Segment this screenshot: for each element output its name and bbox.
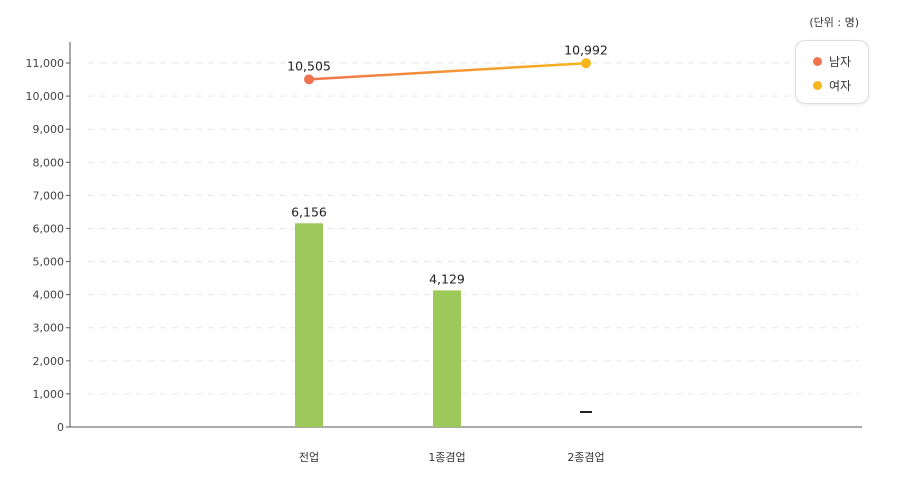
y-tick-label: 5,000 bbox=[33, 256, 65, 269]
bar bbox=[295, 223, 323, 427]
y-tick-label: 0 bbox=[57, 421, 64, 434]
line-point bbox=[304, 74, 314, 85]
y-tick-label: 8,000 bbox=[33, 156, 65, 169]
y-tick-label: 7,000 bbox=[33, 189, 65, 202]
bar-data-label: 6,156 bbox=[291, 204, 327, 219]
y-tick-label: 10,000 bbox=[26, 90, 65, 103]
legend-item-male: 남자 bbox=[813, 53, 851, 70]
point-data-label: 10,505 bbox=[287, 58, 331, 73]
y-tick-label: 3,000 bbox=[33, 322, 65, 335]
series-line bbox=[308, 62, 587, 81]
x-category-label: 2종겸업 bbox=[567, 451, 604, 464]
unit-label: (단위 : 명) bbox=[809, 16, 859, 29]
legend-item-female: 여자 bbox=[813, 77, 851, 94]
y-tick-label: 1,000 bbox=[33, 388, 65, 401]
line-point bbox=[581, 58, 591, 69]
legend-swatch-male bbox=[813, 57, 822, 66]
point-data-label: 10,992 bbox=[564, 42, 608, 57]
legend: 남자 여자 bbox=[795, 40, 869, 104]
y-tick-label: 4,000 bbox=[33, 289, 65, 302]
y-tick-label: 6,000 bbox=[33, 222, 65, 235]
x-category-label: 1종겸업 bbox=[428, 451, 465, 464]
legend-label-male: 남자 bbox=[829, 55, 852, 69]
legend-swatch-female bbox=[813, 81, 822, 90]
x-category-label: 전업 bbox=[299, 451, 319, 464]
y-tick-label: 2,000 bbox=[33, 355, 65, 368]
bar-data-label: 4,129 bbox=[429, 271, 465, 286]
y-tick-label: 9,000 bbox=[33, 123, 65, 136]
bar bbox=[433, 290, 461, 427]
y-tick-label: 11,000 bbox=[26, 57, 65, 70]
legend-label-female: 여자 bbox=[829, 79, 852, 93]
